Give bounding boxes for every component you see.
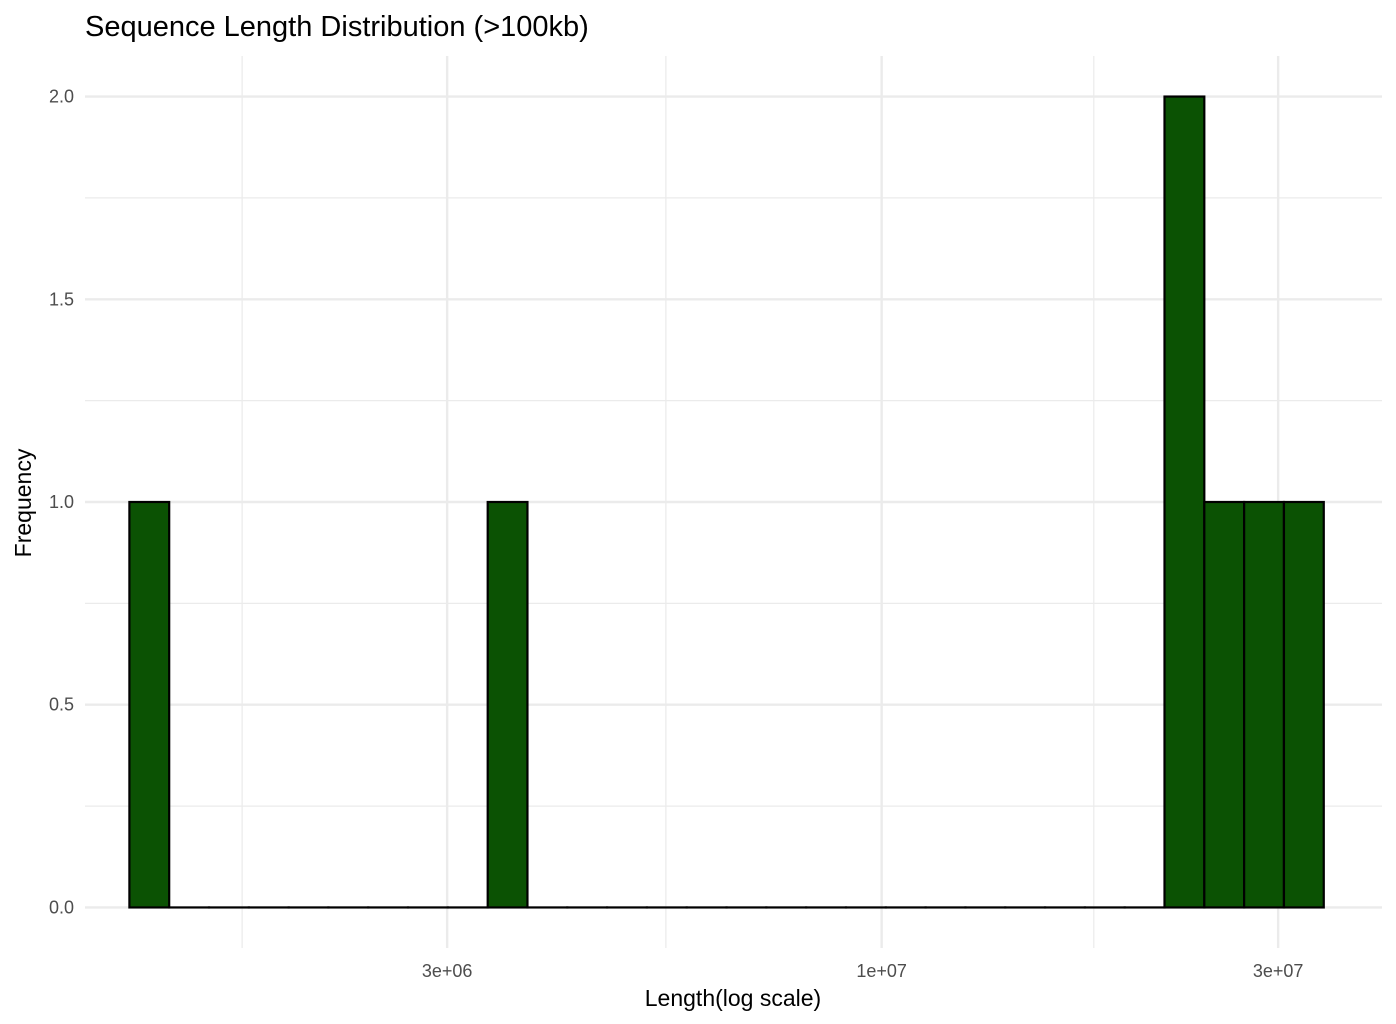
- histogram-bar: [128, 500, 171, 909]
- y-tick-label: 1.0: [49, 492, 74, 512]
- histogram-bar: [1163, 95, 1206, 909]
- histogram-bar: [486, 500, 529, 909]
- histogram-bar: [1243, 500, 1286, 909]
- x-tick-label: 3e+06: [422, 961, 473, 981]
- y-tick-label: 0.5: [49, 695, 74, 715]
- histogram-bars: [128, 95, 1325, 909]
- histogram-bar: [1203, 500, 1246, 909]
- chart-title: Sequence Length Distribution (>100kb): [85, 11, 589, 43]
- x-tick-label: 3e+07: [1253, 961, 1304, 981]
- y-tick-label: 1.5: [49, 289, 74, 309]
- y-axis-title: Frequency: [10, 448, 36, 557]
- tick-labels: 0.0 0.5 1.0 1.5 2.0 3e+06 1e+07 3e+07: [49, 87, 1303, 981]
- x-tick-label: 1e+07: [856, 961, 907, 981]
- x-axis-title: Length(log scale): [645, 985, 821, 1011]
- y-tick-label: 0.0: [49, 897, 74, 917]
- y-tick-label: 2.0: [49, 87, 74, 107]
- histogram-bar: [1282, 500, 1325, 909]
